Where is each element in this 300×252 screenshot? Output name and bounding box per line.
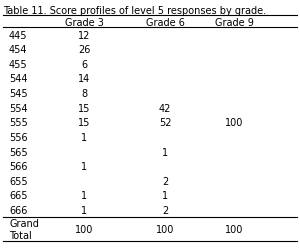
Text: 545: 545 [9,89,28,99]
Text: 1: 1 [81,191,87,201]
Text: 566: 566 [9,162,28,171]
Text: 100: 100 [225,224,243,234]
Text: 42: 42 [159,103,171,113]
Text: 666: 666 [9,205,27,215]
Text: 565: 565 [9,147,28,157]
Text: 455: 455 [9,60,28,70]
Text: 8: 8 [81,89,87,99]
Text: 15: 15 [78,103,90,113]
Text: 1: 1 [81,205,87,215]
Text: Grade 6: Grade 6 [146,18,184,28]
Text: 544: 544 [9,74,28,84]
Text: Grade 3: Grade 3 [64,18,104,28]
Text: 12: 12 [78,30,90,41]
Text: 555: 555 [9,118,28,128]
Text: 26: 26 [78,45,90,55]
Text: Grand
Total: Grand Total [9,218,39,240]
Text: 2: 2 [162,176,168,186]
Text: Table 11. Score profiles of level 5 responses by grade.: Table 11. Score profiles of level 5 resp… [3,6,266,16]
Text: 655: 655 [9,176,28,186]
Text: 1: 1 [162,147,168,157]
Text: Grade 9: Grade 9 [214,18,254,28]
Text: 100: 100 [156,224,174,234]
Text: 15: 15 [78,118,90,128]
Text: 2: 2 [162,205,168,215]
Text: 6: 6 [81,60,87,70]
Text: 14: 14 [78,74,90,84]
Text: 556: 556 [9,132,28,142]
Text: 554: 554 [9,103,28,113]
Text: 100: 100 [75,224,93,234]
Text: 445: 445 [9,30,28,41]
Text: 665: 665 [9,191,28,201]
Text: 52: 52 [159,118,171,128]
Text: 454: 454 [9,45,28,55]
Text: 1: 1 [81,132,87,142]
Text: 1: 1 [162,191,168,201]
Text: 1: 1 [81,162,87,171]
Text: 100: 100 [225,118,243,128]
